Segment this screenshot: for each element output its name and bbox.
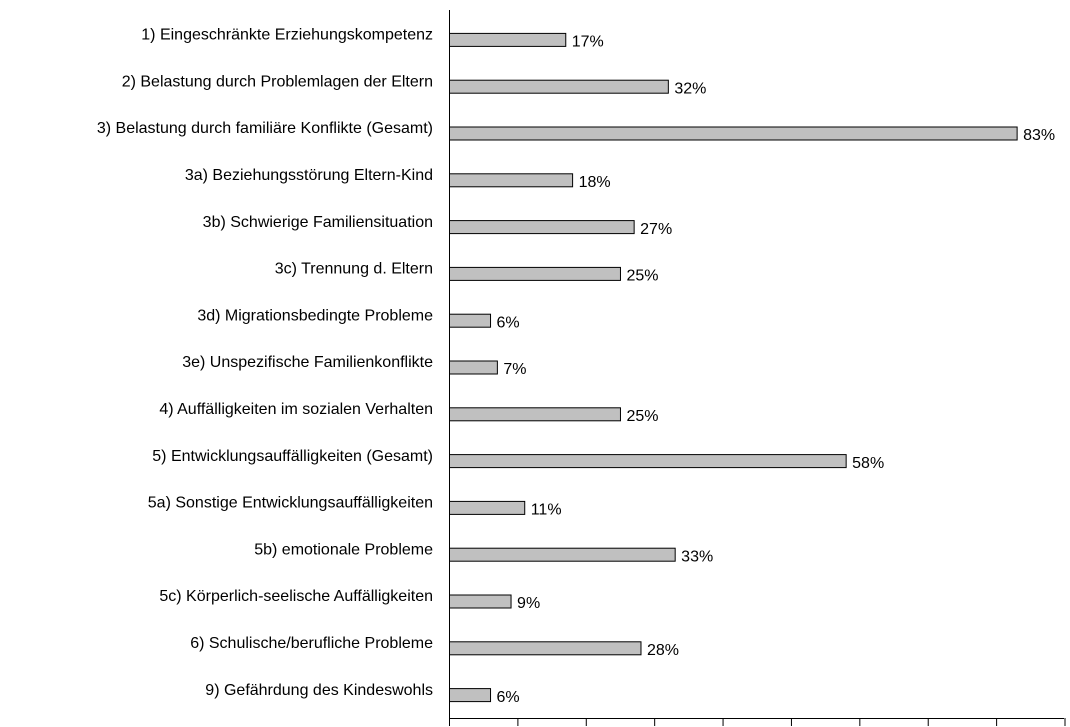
bar	[449, 594, 512, 609]
value-label: 32%	[674, 80, 706, 97]
bar	[449, 454, 847, 469]
value-label: 6%	[497, 689, 520, 706]
y-tick-label: 3e) Unspezifische Familienkonflikte	[182, 354, 433, 371]
bar	[449, 220, 635, 235]
value-label: 6%	[497, 314, 520, 331]
value-label: 25%	[626, 408, 658, 425]
bar	[449, 79, 669, 94]
value-label: 58%	[852, 455, 884, 472]
value-label: 11%	[531, 502, 562, 519]
value-label: 17%	[572, 34, 604, 51]
bar	[449, 407, 621, 422]
y-tick-label: 6) Schulische/berufliche Probleme	[190, 635, 433, 652]
bar	[449, 32, 567, 47]
y-tick-label: 2) Belastung durch Problemlagen der Elte…	[122, 73, 433, 90]
y-tick-label: 3a) Beziehungsstörung Eltern-Kind	[185, 167, 433, 184]
bar	[449, 688, 492, 703]
bar	[449, 173, 574, 188]
y-tick-label: 3c) Trennung d. Eltern	[275, 261, 433, 278]
bar	[449, 641, 642, 656]
bar	[449, 500, 526, 515]
value-label: 9%	[517, 595, 540, 612]
value-label: 83%	[1023, 127, 1055, 144]
value-label: 25%	[626, 268, 658, 285]
y-tick-label: 3) Belastung durch familiäre Konflikte (…	[97, 120, 433, 137]
y-tick-label: 3d) Migrationsbedingte Probleme	[197, 307, 433, 324]
y-tick-label: 9) Gefährdung des Kindeswohls	[205, 682, 433, 699]
bar	[449, 547, 676, 562]
y-tick-label: 5b) emotionale Probleme	[254, 541, 433, 558]
y-tick-label: 5a) Sonstige Entwicklungsauffälligkeiten	[148, 495, 433, 512]
value-label: 18%	[579, 174, 611, 191]
value-label: 7%	[503, 361, 526, 378]
y-tick-label: 5c) Körperlich-seelische Auffälligkeiten	[159, 588, 433, 605]
value-label: 27%	[640, 221, 672, 238]
bar	[449, 126, 1018, 141]
y-tick-label: 4) Auffälligkeiten im sozialen Verhalten	[159, 401, 433, 418]
bar	[449, 313, 492, 328]
y-tick-label: 1) Eingeschränkte Erziehungskompetenz	[141, 27, 433, 44]
bar	[449, 360, 498, 375]
value-label: 28%	[647, 642, 679, 659]
bar	[449, 266, 621, 281]
value-label: 33%	[681, 548, 713, 565]
y-tick-label: 3b) Schwierige Familiensituation	[203, 214, 433, 231]
y-tick-label: 5) Entwicklungsauffälligkeiten (Gesamt)	[152, 448, 433, 465]
